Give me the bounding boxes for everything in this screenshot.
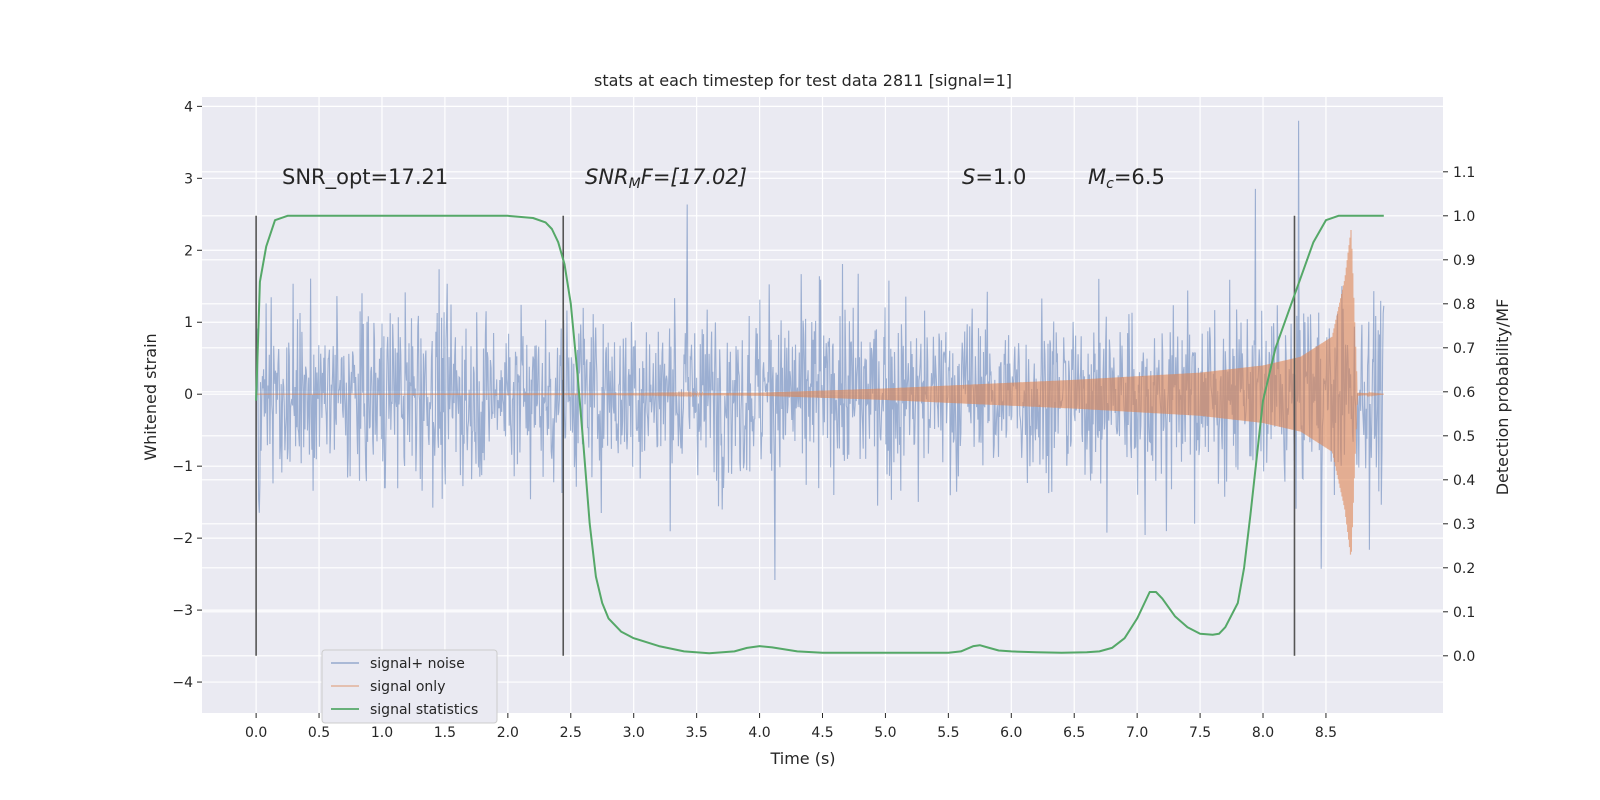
x-tick-label: 0.5 [308,725,330,741]
x-tick-label: 0.0 [245,725,267,741]
annotation-s-value: =1.0 [975,165,1026,189]
x-tick-label: 4.0 [748,725,770,741]
y-tick-label: 4 [184,99,193,115]
y2-tick-label: 0.3 [1453,517,1475,533]
y2-tick-label: 0.2 [1453,561,1475,577]
legend-frame [321,649,498,724]
annotation-mc-subscript: c [1106,176,1114,192]
y-tick-label: −4 [172,675,193,691]
y2-tick-label: 0.9 [1453,253,1475,269]
x-tick-label: 7.0 [1126,725,1148,741]
y2-tick-label: 0.4 [1453,473,1475,489]
annotation-s-symbol: S [962,165,975,189]
signal-only-series [256,229,1384,555]
x-tick-label: 5.5 [937,725,959,741]
y2-tick-label: 1.1 [1453,165,1475,181]
y-tick-label: 0 [184,387,193,403]
marker-lines [255,215,1296,656]
y2-tick-label: 0.0 [1453,649,1475,665]
annotation-mc-symbol: M [1088,165,1106,189]
signal-statistics-line [255,214,1384,655]
legend-label-signal-statistics: signal statistics [370,702,478,718]
y-tick-label: −2 [172,531,193,547]
y-tick-label: 3 [184,171,193,187]
x-tick-label: 8.5 [1315,725,1337,741]
x-axis-ticks: 0.0 0.5 1.0 1.5 2.0 2.5 3.0 3.5 4.0 4.5 5.0 5.5 6.0 6… [245,713,1337,741]
annotation-snr-mf: SNRMF=[17.02] [585,165,747,192]
x-tick-label: 4.5 [811,725,833,741]
y-axis-ticks: −4 −3 −2 −1 0 1 2 3 4 [172,99,202,691]
x-tick-label: 1.0 [371,725,393,741]
y2-tick-label: 1.0 [1453,209,1475,225]
annotation-snr-opt: SNR_opt=17.21 [282,165,448,190]
legend-label-signal-only: signal only [370,679,445,695]
legend: signal+ noise signal only signal statist… [321,649,498,724]
y2-tick-label: 0.6 [1453,385,1475,401]
y2-axis-label: Detection probability/MF [1493,299,1512,496]
y-tick-label: 2 [184,243,193,259]
x-tick-label: 5.0 [874,725,896,741]
signal-only-line [256,229,1384,555]
y2-axis-ticks: 0.0 0.1 0.2 0.3 0.4 0.5 0.6 0.7 0.8 0.9 1.0 1.1 [1443,165,1475,665]
x-tick-label: 3.5 [686,725,708,741]
chart-title: stats at each timestep for test data 281… [594,71,1012,90]
x-tick-label: 6.5 [1063,725,1085,741]
annotation-mc: Mc=6.5 [1088,165,1165,192]
y-axis-label: Whitened strain [141,333,160,460]
y2-tick-label: 0.7 [1453,341,1475,357]
annotation-mc-value: =6.5 [1114,165,1165,189]
x-tick-label: 1.5 [434,725,456,741]
x-tick-label: 2.0 [497,725,519,741]
y2-tick-label: 0.1 [1453,605,1475,621]
x-tick-label: 8.0 [1252,725,1274,741]
y2-tick-label: 0.5 [1453,429,1475,445]
x-axis-label: Time (s) [769,749,835,768]
y-tick-label: 1 [184,315,193,331]
x-tick-label: 7.5 [1189,725,1211,741]
annotation-snr-mf-subscript: M [629,176,641,192]
signal-statistics-series [255,214,1384,655]
y-tick-label: −3 [172,603,193,619]
annotation-snr-mf-value: F=[17.02] [641,165,747,189]
x-tick-label: 6.0 [1000,725,1022,741]
y-tick-label: −1 [172,459,193,475]
x-tick-label: 3.0 [623,725,645,741]
annotation-s: S=1.0 [962,165,1026,189]
legend-label-signal-noise: signal+ noise [370,656,465,672]
x-tick-label: 2.5 [560,725,582,741]
annotation-snr-mf-symbol: SNR [585,165,629,189]
y2-tick-label: 0.8 [1453,297,1475,313]
